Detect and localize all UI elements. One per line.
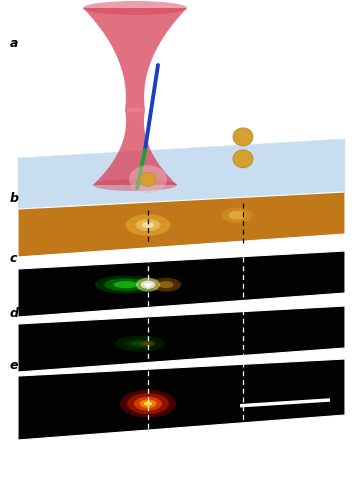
- Text: b: b: [10, 192, 19, 205]
- Ellipse shape: [125, 108, 145, 113]
- Polygon shape: [93, 110, 177, 185]
- Ellipse shape: [228, 211, 246, 219]
- Ellipse shape: [93, 179, 177, 191]
- Ellipse shape: [159, 281, 174, 288]
- Polygon shape: [18, 359, 345, 440]
- Ellipse shape: [136, 219, 161, 231]
- Ellipse shape: [142, 222, 154, 228]
- Polygon shape: [18, 139, 345, 218]
- Ellipse shape: [144, 342, 152, 346]
- Ellipse shape: [120, 390, 176, 418]
- Ellipse shape: [129, 165, 167, 193]
- Ellipse shape: [141, 341, 156, 347]
- Ellipse shape: [95, 276, 157, 294]
- Ellipse shape: [83, 1, 187, 15]
- Ellipse shape: [144, 401, 152, 406]
- Ellipse shape: [222, 207, 252, 223]
- Ellipse shape: [127, 393, 169, 414]
- Text: c: c: [10, 252, 17, 265]
- Ellipse shape: [136, 278, 160, 292]
- Ellipse shape: [126, 214, 171, 236]
- Polygon shape: [83, 8, 187, 110]
- Ellipse shape: [140, 172, 156, 186]
- Text: d: d: [10, 307, 19, 320]
- Ellipse shape: [134, 397, 162, 411]
- Ellipse shape: [115, 336, 165, 352]
- Ellipse shape: [125, 339, 155, 349]
- Ellipse shape: [104, 279, 148, 291]
- Ellipse shape: [141, 281, 155, 289]
- Polygon shape: [18, 192, 345, 257]
- Ellipse shape: [131, 341, 149, 347]
- Polygon shape: [18, 306, 345, 372]
- Polygon shape: [18, 251, 345, 317]
- Ellipse shape: [114, 281, 139, 288]
- Ellipse shape: [140, 399, 156, 408]
- Ellipse shape: [233, 128, 253, 146]
- Ellipse shape: [144, 283, 152, 287]
- Text: e: e: [10, 359, 19, 372]
- Ellipse shape: [233, 150, 253, 168]
- Text: a: a: [10, 37, 18, 50]
- Ellipse shape: [151, 278, 181, 292]
